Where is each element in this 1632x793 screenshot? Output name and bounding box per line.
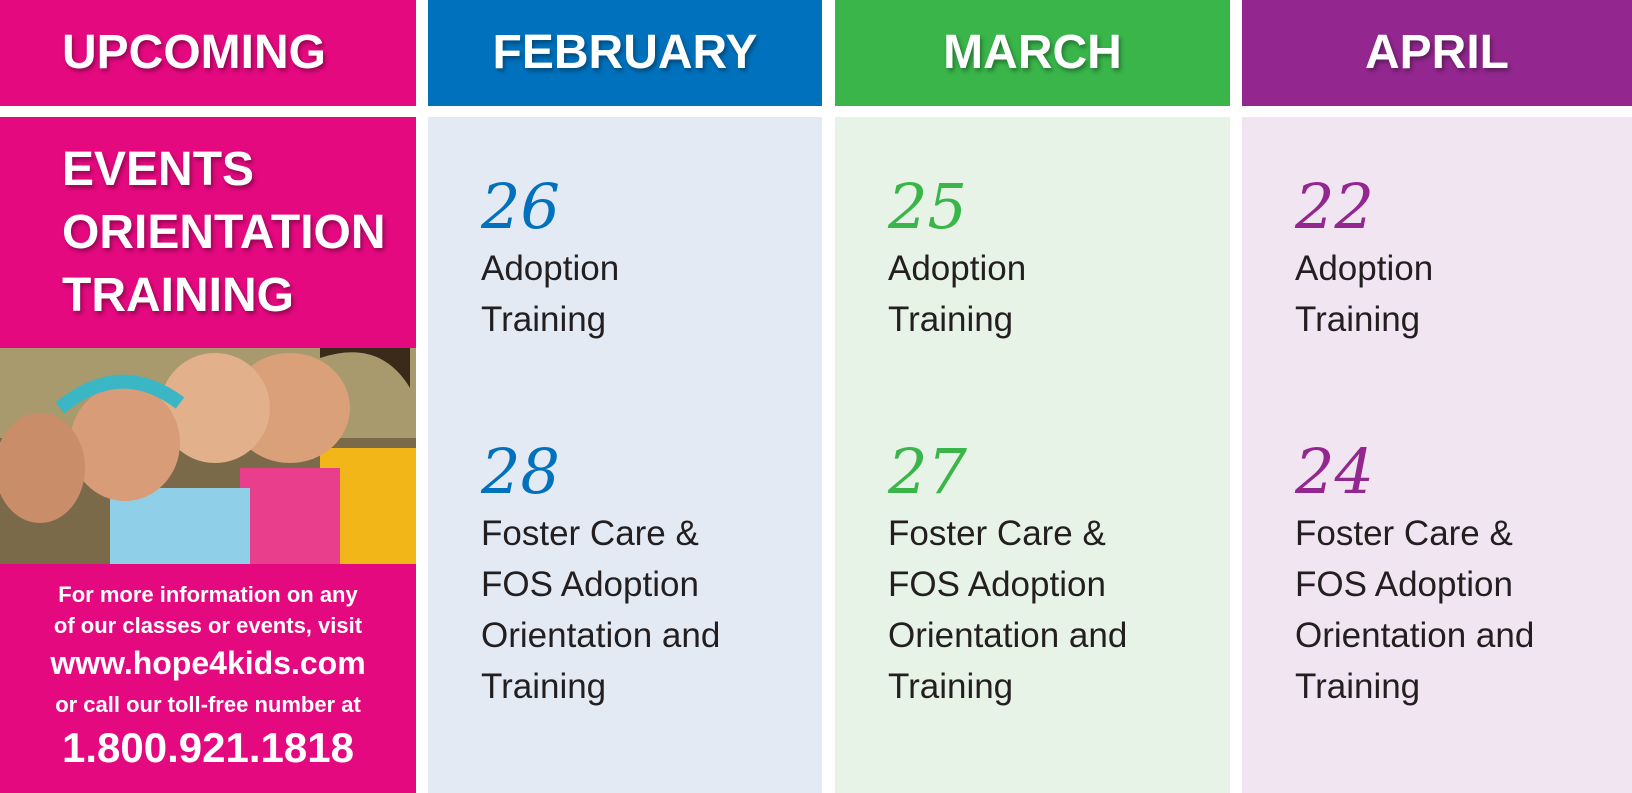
event-title: FOS Adoption (888, 565, 1106, 604)
event-title: Foster Care & (481, 514, 699, 553)
info-text: or call our toll-free number at (55, 692, 361, 717)
sidebar-heading: UPCOMING (62, 26, 326, 79)
sidebar-subheading: ORIENTATION (62, 206, 386, 259)
month-body-bg (835, 117, 1230, 793)
event-title: Training (1295, 667, 1421, 706)
event-day: 28 (481, 435, 560, 508)
event-title: Orientation and (481, 616, 721, 655)
event-title: Orientation and (888, 616, 1128, 655)
family-photo (0, 348, 416, 564)
sidebar-subheading: EVENTS (62, 143, 255, 196)
month-body-bg (428, 117, 822, 793)
event-title: Training (481, 667, 607, 706)
month-name: FEBRUARY (492, 26, 758, 79)
sidebar-header-bg (0, 0, 416, 106)
month-body-bg (1242, 117, 1632, 793)
event-day: 22 (1295, 170, 1374, 243)
event-title: Training (1295, 300, 1421, 339)
event-title: Training (888, 667, 1014, 706)
event-title: Foster Care & (888, 514, 1106, 553)
event-title: Training (481, 300, 607, 339)
info-text: of our classes or events, visit (53, 613, 363, 638)
sidebar-subheading: TRAINING (62, 269, 294, 322)
info-text: For more information on any (58, 582, 358, 607)
event-day: 26 (481, 170, 560, 243)
event-day: 25 (888, 170, 967, 243)
phone: 1.800.921.1818 (62, 724, 354, 771)
website: www.hope4kids.com (50, 645, 366, 681)
month-header-bg (1242, 0, 1632, 106)
event-title: FOS Adoption (481, 565, 699, 604)
month-name: APRIL (1365, 26, 1509, 79)
month-header-bg (428, 0, 822, 106)
event-title: Adoption (481, 249, 620, 288)
event-day: 27 (888, 435, 967, 508)
event-title: Adoption (1295, 249, 1434, 288)
event-day: 24 (1295, 435, 1374, 508)
month-header-bg (835, 0, 1230, 106)
month-name: MARCH (943, 26, 1122, 79)
event-title: FOS Adoption (1295, 565, 1513, 604)
event-title: Adoption (888, 249, 1027, 288)
event-title: Foster Care & (1295, 514, 1513, 553)
event-title: Orientation and (1295, 616, 1535, 655)
event-title: Training (888, 300, 1014, 339)
